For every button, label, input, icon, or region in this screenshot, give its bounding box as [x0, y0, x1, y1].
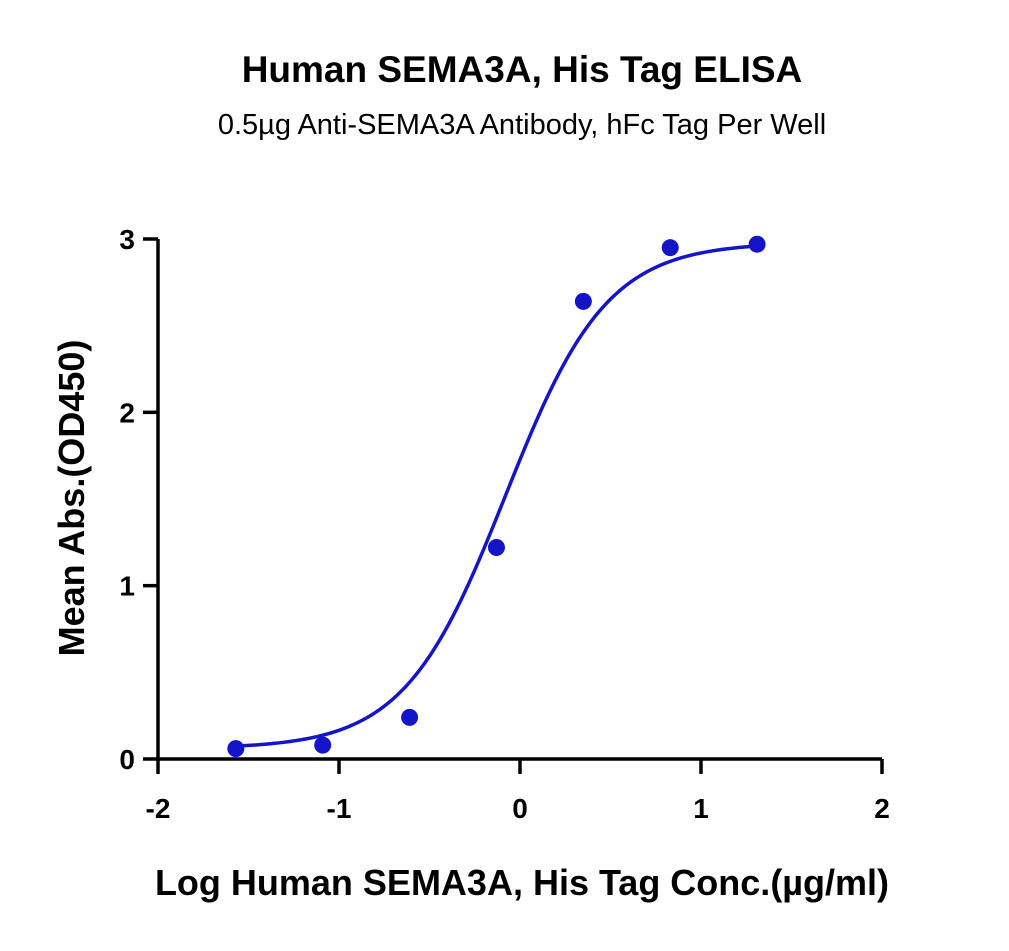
- x-tick-label: 0: [512, 793, 528, 824]
- x-axis-label: Log Human SEMA3A, His Tag Conc.(µg/ml): [155, 862, 889, 903]
- tick-marks: [143, 237, 884, 774]
- y-tick-label: 1: [119, 571, 135, 602]
- tick-labels: -2 -1 0 1 2 0 1 2 3: [119, 224, 889, 824]
- data-point: [574, 292, 592, 310]
- axes: [156, 239, 882, 761]
- data-point: [661, 239, 679, 257]
- fit-curve: [235, 244, 758, 748]
- data-point: [314, 736, 332, 754]
- chart-title: Human SEMA3A, His Tag ELISA: [242, 49, 803, 90]
- x-tick-label: -2: [146, 793, 171, 824]
- data-point: [487, 539, 505, 557]
- y-tick-label: 0: [119, 744, 135, 775]
- data-point: [748, 235, 766, 253]
- data-point: [227, 740, 245, 758]
- y-tick-label: 2: [119, 397, 135, 428]
- y-axis-label: Mean Abs.(OD450): [51, 340, 92, 657]
- x-tick-label: 2: [874, 793, 890, 824]
- y-tick-label: 3: [119, 224, 135, 255]
- data-point: [401, 708, 419, 726]
- chart-subtitle: 0.5µg Anti-SEMA3A Antibody, hFc Tag Per …: [218, 109, 826, 141]
- x-tick-label: 1: [693, 793, 709, 824]
- x-tick-label: -1: [327, 793, 352, 824]
- data-points: [227, 235, 766, 758]
